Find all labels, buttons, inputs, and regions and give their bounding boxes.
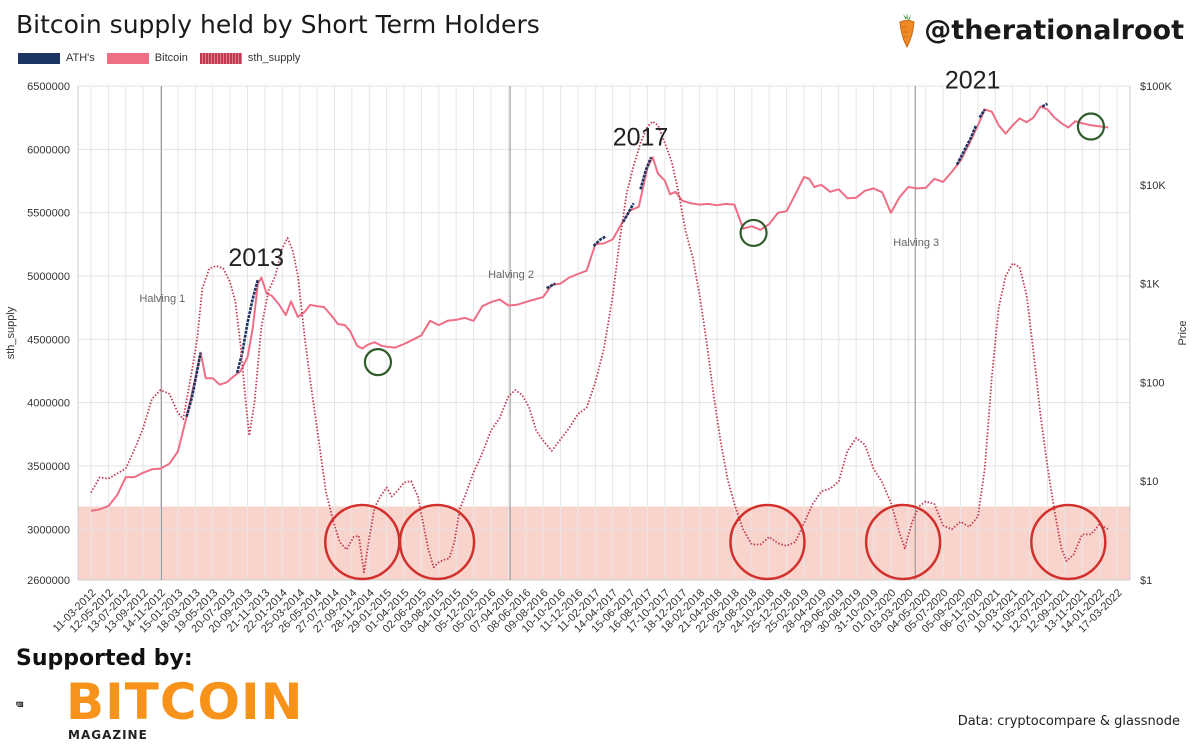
bitcoin-magazine-logo-icon bbox=[16, 701, 24, 707]
cycle-label: 2017 bbox=[613, 124, 669, 152]
price-highlight-circle bbox=[363, 348, 393, 377]
y2-tick-label: $10K bbox=[1140, 180, 1166, 192]
cycle-label: 2021 bbox=[945, 70, 1001, 95]
y-tick-label: 3500000 bbox=[27, 461, 70, 473]
brand-name: BITCOIN bbox=[66, 673, 304, 731]
y2-tick-label: $10 bbox=[1140, 476, 1158, 488]
price-highlight-circle bbox=[739, 218, 768, 248]
bottom-highlight-circle bbox=[398, 503, 476, 581]
legend-swatch-sth-supply bbox=[199, 52, 242, 64]
brand-sub: MAGAZINE bbox=[68, 728, 148, 742]
handle-text: @therationalroot bbox=[924, 14, 1184, 46]
series-bitcoin-line bbox=[90, 105, 1109, 512]
legend-item-bitcoin[interactable]: Bitcoin bbox=[106, 52, 188, 64]
series-ath-segment bbox=[621, 202, 635, 223]
series-ath-segment bbox=[185, 352, 202, 418]
y-tick-label: 4000000 bbox=[27, 398, 70, 410]
legend-label-ath: ATH's bbox=[66, 52, 95, 64]
series-ath-segment bbox=[592, 235, 607, 247]
bottom-highlight-circle bbox=[1030, 503, 1107, 581]
cycle-label: 2013 bbox=[228, 244, 284, 272]
series-ath-segment bbox=[639, 156, 653, 190]
price-highlight-circle bbox=[1076, 112, 1106, 141]
y-axis-label: sth_supply bbox=[5, 306, 17, 359]
y-tick-label: 5500000 bbox=[27, 208, 70, 220]
y2-tick-label: $100K bbox=[1140, 81, 1172, 93]
series-ath-segment bbox=[235, 279, 260, 374]
y-tick-label: 6500000 bbox=[27, 81, 70, 93]
series-sth-supply-line bbox=[90, 120, 1109, 574]
y2-tick-label: $1 bbox=[1140, 575, 1152, 587]
y-tick-label: 5000000 bbox=[27, 271, 70, 283]
y2-tick-label: $1K bbox=[1140, 279, 1160, 291]
legend-label-bitcoin: Bitcoin bbox=[154, 52, 188, 64]
legend-swatch-ath bbox=[18, 52, 60, 64]
bottom-highlight-circle bbox=[729, 503, 806, 581]
legend-swatch-bitcoin bbox=[106, 52, 149, 64]
chart-title: Bitcoin supply held by Short Term Holder… bbox=[16, 10, 540, 39]
halving-label: Halving 2 bbox=[488, 269, 534, 281]
y-tick-label: 6000000 bbox=[27, 144, 70, 156]
halving-label: Halving 3 bbox=[893, 237, 939, 249]
series-ath-segment bbox=[955, 124, 978, 166]
legend-item-ath[interactable]: ATH's bbox=[18, 52, 95, 64]
series-ath-segment bbox=[978, 108, 986, 119]
halving-label: Halving 1 bbox=[139, 293, 185, 305]
chart-legend: ATH's Bitcoin sth_supply bbox=[18, 52, 300, 64]
y-tick-label: 3000000 bbox=[27, 524, 70, 536]
data-source: Data: cryptocompare & glassnode bbox=[957, 714, 1180, 729]
chart-area: 2600000 3000000 3500000 4000000 4500000 50000… bbox=[5, 70, 1189, 635]
supported-by-label: Supported by: bbox=[16, 646, 193, 671]
legend-label-sth-supply: sth_supply bbox=[247, 52, 301, 64]
short-term-low-zone bbox=[78, 506, 1130, 580]
bottom-highlight-circle bbox=[864, 503, 942, 581]
y-tick-label: 2600000 bbox=[27, 575, 70, 587]
legend-item-sth-supply[interactable]: sth_supply bbox=[199, 52, 301, 64]
carrot-icon bbox=[899, 13, 915, 48]
y2-axis-label: Price bbox=[1177, 320, 1189, 345]
y2-tick-label: $100 bbox=[1140, 377, 1164, 389]
series-ath-segment bbox=[546, 282, 556, 290]
y-tick-label: 4500000 bbox=[27, 334, 70, 346]
series-ath-segment bbox=[1041, 102, 1048, 108]
twitter-handle: @therationalroot bbox=[896, 12, 1184, 48]
